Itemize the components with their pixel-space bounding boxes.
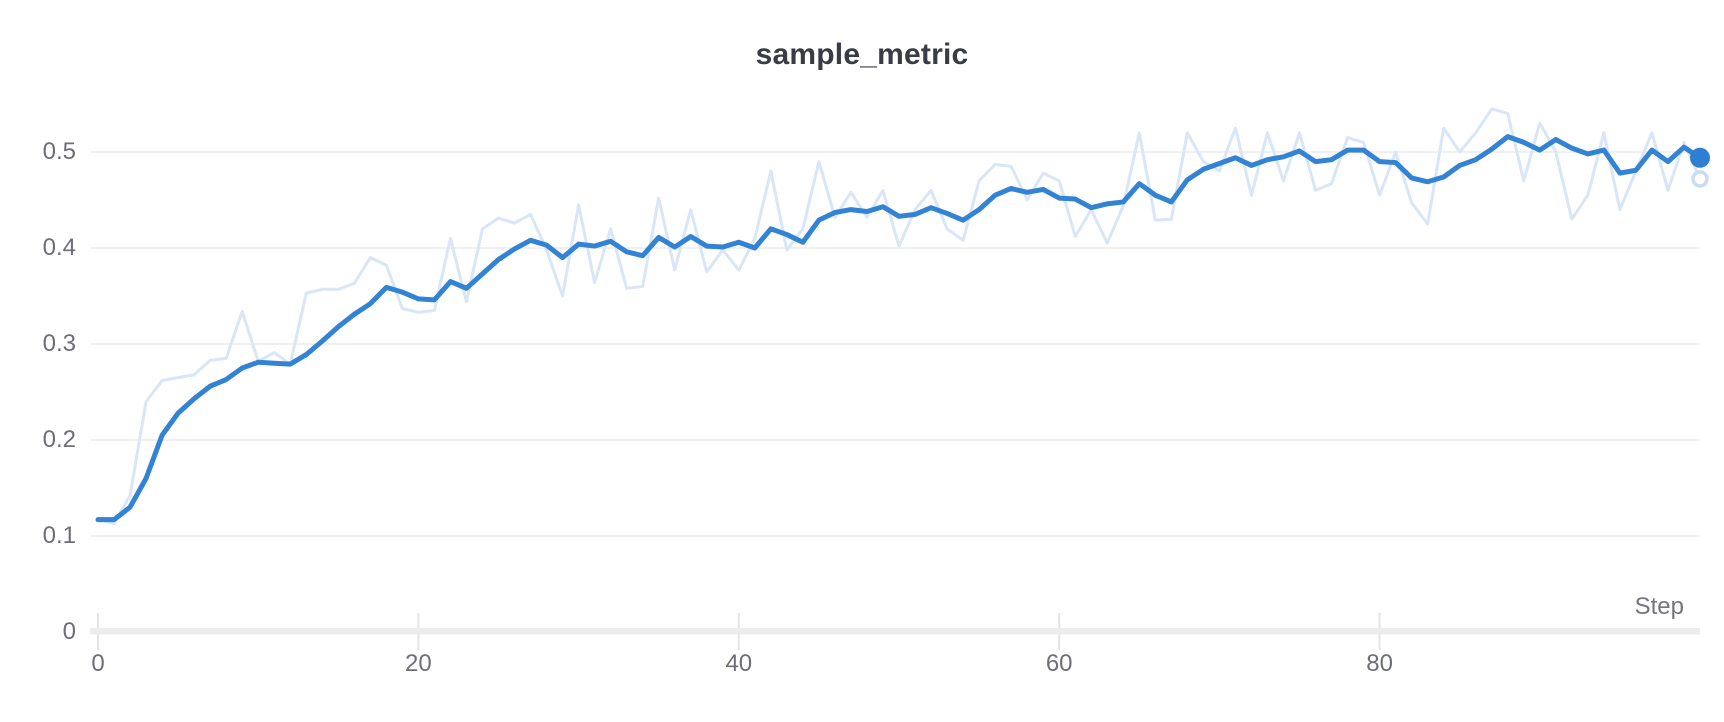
y-tick-label: 0 [62,618,76,645]
y-tick-label: 0.3 [42,330,76,357]
smoothed-endpoint-marker[interactable] [1690,147,1710,168]
x-tick-label: 60 [1045,650,1073,677]
smoothed-metric-line[interactable] [95,134,1703,523]
x-tick-label: 0 [91,650,105,677]
raw-metric-line[interactable] [96,107,1702,526]
x-tick-label: 80 [1366,650,1393,677]
x-tick-label: 20 [405,650,432,677]
x-axis-line [90,628,1700,635]
x-tick-label: 40 [725,650,753,677]
chart-title: sample_metric [755,38,969,71]
x-axis-title: Step [1634,593,1684,620]
y-tick-label: 0.5 [42,138,76,165]
y-tick-label: 0.2 [42,426,76,453]
y-tick-label: 0.4 [42,234,76,261]
y-tick-label: 0.1 [42,522,76,549]
raw-endpoint-marker[interactable] [1691,170,1709,188]
